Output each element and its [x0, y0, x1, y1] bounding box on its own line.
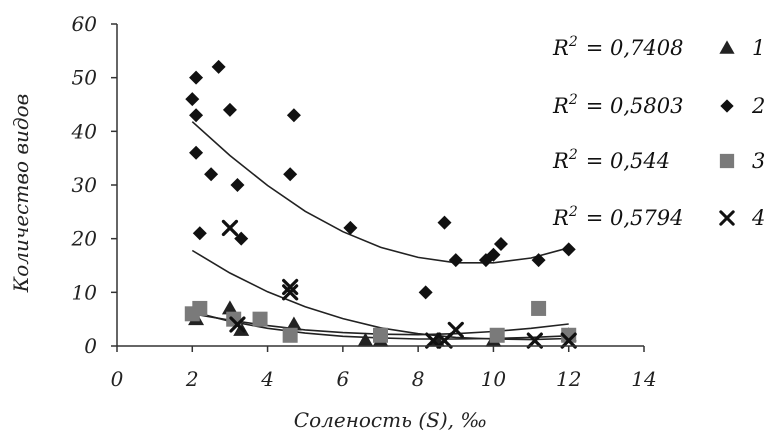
point-series-3 [531, 300, 547, 316]
point-series-2 [189, 145, 204, 160]
point-series-4 [221, 219, 239, 237]
point-series-1 [357, 332, 374, 347]
point-series-2 [343, 220, 358, 235]
point-series-3 [282, 327, 298, 343]
legend-r2-label: R2 = 0,5803 [552, 92, 684, 118]
point-series-4 [282, 284, 299, 301]
legend-marker-4 [719, 210, 735, 226]
x-tick-label: 8 [412, 367, 425, 391]
point-series-2 [204, 167, 219, 182]
legend-r2-label: R2 = 0,5794 [552, 204, 684, 230]
x-tick-label: 2 [185, 367, 199, 391]
legend-series-name: 4 [751, 206, 765, 230]
point-series-1 [285, 316, 302, 331]
point-series-2 [286, 108, 301, 123]
point-series-2 [222, 102, 237, 117]
x-tick-label: 4 [260, 367, 274, 391]
x-axis-title: Соленость (S), ‰ [294, 408, 487, 432]
legend-series-name: 2 [751, 94, 765, 118]
point-series-2 [437, 215, 452, 230]
point-series-4 [560, 332, 577, 349]
point-series-2 [189, 108, 204, 123]
point-series-3 [252, 311, 268, 327]
point-series-4 [229, 316, 246, 333]
point-series-1 [221, 300, 238, 315]
legend: R2 = 0,7408 1 R2 = 0,5803 2 R2 = 0,544 3 R2 = 0,57… [552, 34, 765, 230]
point-series-2 [561, 242, 576, 257]
point-series-3 [192, 300, 208, 316]
point-series-2 [486, 247, 501, 262]
point-series-2 [192, 226, 207, 241]
point-series-3 [373, 327, 388, 343]
trendline-series-4 [191, 249, 569, 341]
y-tick-label: 20 [71, 227, 98, 251]
axes: 0 2 4 6 8 10 12 14 0 10 20 30 40 50 60 [71, 12, 657, 391]
y-tick-label: 50 [72, 66, 98, 90]
point-series-4 [447, 321, 464, 338]
point-series-2 [418, 285, 433, 300]
x-tick-label: 0 [111, 367, 124, 391]
y-tick-label: 30 [72, 173, 98, 197]
point-series-4 [425, 332, 442, 349]
x-tick-label: 10 [481, 367, 507, 391]
legend-series-name: 1 [752, 36, 765, 60]
point-series-2 [448, 253, 463, 268]
y-tick-label: 60 [72, 12, 98, 36]
legend-series-name: 3 [752, 149, 765, 173]
point-series-2 [211, 59, 226, 74]
legend-r2-label: R2 = 0,7408 [552, 34, 684, 60]
point-series-2 [189, 70, 204, 85]
legend-marker-3 [719, 153, 735, 169]
point-series-2 [283, 167, 298, 182]
y-tick-label: 40 [71, 119, 98, 143]
point-series-2 [531, 253, 546, 268]
legend-marker-2 [720, 99, 734, 113]
point-series-2 [230, 178, 245, 192]
point-series-2 [493, 237, 508, 252]
legend-r2-label: R2 = 0,544 [552, 147, 670, 173]
y-axis-title: Количество видов [9, 94, 33, 294]
plot-area [184, 59, 577, 349]
x-tick-label: 12 [556, 367, 581, 391]
x-tick-label: 14 [631, 367, 656, 391]
x-tick-label: 6 [336, 367, 349, 391]
point-series-4 [282, 278, 299, 296]
y-tick-label: 0 [84, 334, 97, 358]
point-series-2 [185, 92, 200, 107]
y-tick-label: 10 [72, 280, 98, 304]
point-series-4 [526, 332, 543, 349]
trendline-series-2 [191, 121, 569, 264]
point-series-3 [489, 327, 505, 343]
legend-marker-1 [719, 40, 735, 54]
